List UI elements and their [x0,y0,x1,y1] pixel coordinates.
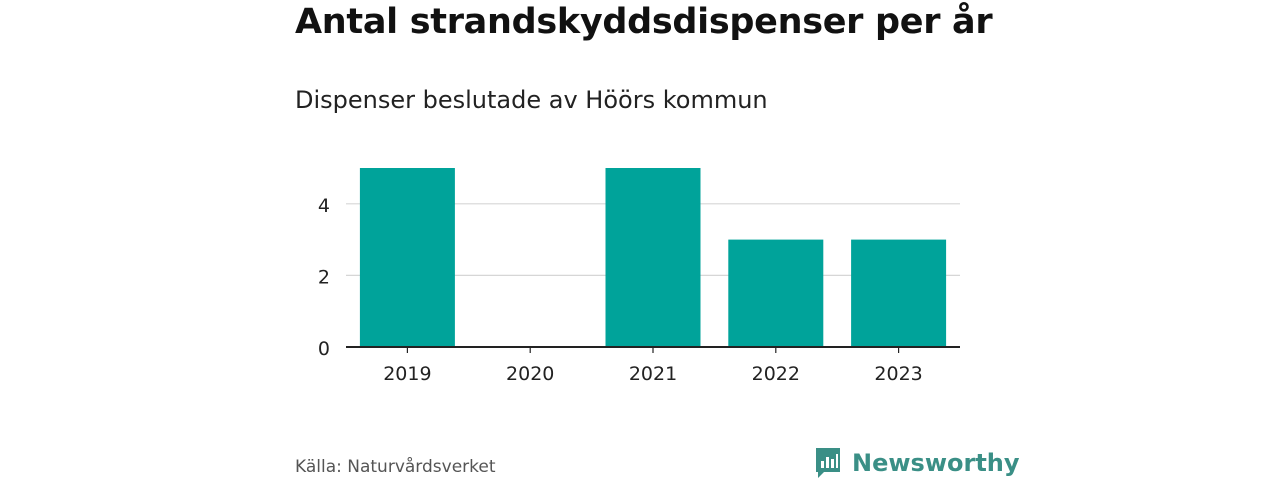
x-tick-label: 2019 [383,363,431,385]
bar [605,168,701,347]
chart-title: Antal strandskyddsdispenser per år [295,2,993,42]
x-tick-label: 2023 [874,363,922,385]
x-tick-label: 2022 [752,363,800,385]
brand-logo: Newsworthy [814,446,1020,480]
newsworthy-logo-icon [816,448,840,478]
bar [728,239,824,347]
y-tick-label: 0 [318,338,330,360]
bar [359,168,455,347]
bar [851,239,947,347]
brand-name: Newsworthy [852,449,1020,477]
source-note: Källa: Naturvårdsverket [295,457,496,477]
x-tick-label: 2020 [506,363,554,385]
chart-subtitle: Dispenser beslutade av Höörs kommun [295,86,768,114]
y-tick-label: 2 [318,266,330,288]
x-tick-label: 2021 [629,363,677,385]
y-tick-label: 4 [318,195,330,217]
